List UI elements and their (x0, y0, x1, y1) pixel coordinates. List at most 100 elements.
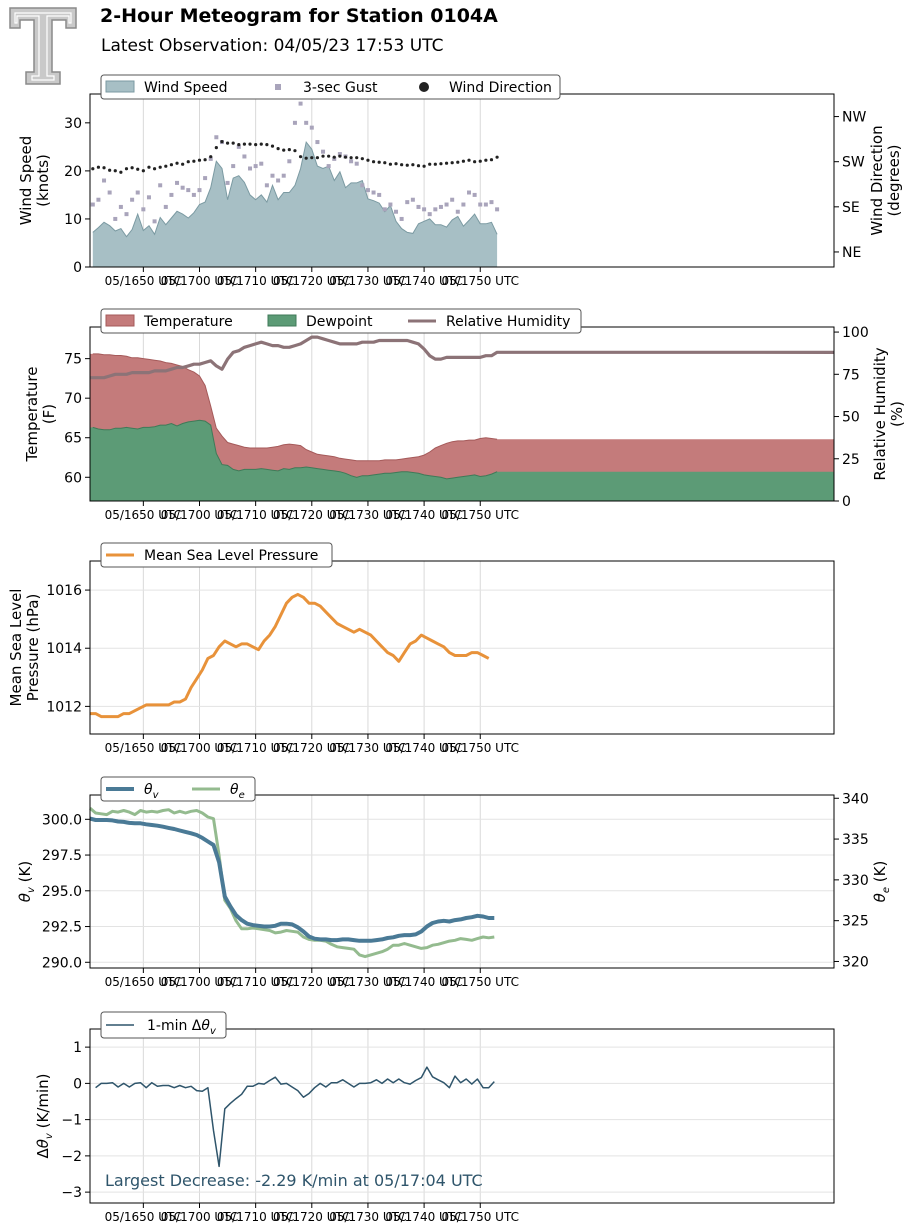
gust-point (472, 192, 477, 197)
gust-point (264, 183, 269, 188)
wind-y2tick-label: NE (842, 245, 861, 261)
wind-direction-point (450, 161, 454, 165)
wind-speed-line (92, 140, 498, 238)
dewpoint-line (92, 419, 498, 480)
gust-point (225, 180, 230, 185)
gust-point (365, 188, 370, 193)
gust-point (422, 207, 427, 212)
theta-y2tick-label: 330 (842, 873, 869, 889)
gust-point (438, 204, 443, 209)
pressure-xtick-label: 05/1730 UTC (329, 741, 406, 755)
gust-point (146, 195, 151, 200)
wind-y2label: Wind Direction (degrees) (868, 125, 903, 235)
wind-direction-point (394, 162, 398, 166)
gust-point (208, 156, 213, 161)
gust-point (394, 209, 399, 214)
theta-y2label-text: θe (K) (871, 861, 892, 903)
wind-ylabel-line: (knots) (34, 154, 52, 207)
gust-point (489, 200, 494, 205)
gust-point (360, 183, 365, 188)
gust-point (124, 212, 129, 217)
gust-point (455, 209, 460, 214)
thermo-y2tick-label: 0 (842, 494, 851, 510)
theta-legend-box (100, 776, 256, 802)
wind-direction-point (321, 154, 325, 158)
wind-direction-point (108, 168, 112, 172)
gust-point (433, 207, 438, 212)
wind-direction-point (338, 154, 342, 158)
gust-point (242, 154, 247, 159)
wind-ytick-label: 0 (73, 260, 82, 276)
wind-direction-point (248, 142, 252, 146)
page-title: 2-Hour Meteogram for Station 0104A (100, 5, 498, 27)
thermo-legend-label: Temperature (143, 314, 233, 330)
wind-direction-point (152, 167, 157, 171)
wind-direction-point (439, 162, 443, 166)
wind-direction-point (304, 156, 308, 160)
gust-point (113, 216, 118, 221)
gust-point (399, 216, 404, 221)
relative-humidity-line (89, 335, 835, 380)
dtheta-ytick-label: −1 (61, 1113, 82, 1129)
wind-direction-point (484, 158, 488, 162)
pressure-xtick-label: 05/1650 UTC (105, 741, 182, 755)
dtheta-ytick-label: 0 (73, 1076, 82, 1092)
dtheta-xtick-label: 05/1740 UTC (385, 1210, 462, 1224)
theta-ylabel: θv (K) (16, 861, 37, 902)
wind-direction-point (371, 160, 376, 164)
gust-point (231, 164, 236, 169)
wind-direction-point (209, 155, 213, 159)
gust-point (354, 161, 359, 166)
gust-point (405, 200, 410, 205)
wind-direction-point (259, 142, 263, 146)
wind-direction-point (192, 159, 196, 163)
gust-point (332, 156, 337, 161)
wind-direction-point (433, 162, 437, 166)
wind-y2label-line: (degrees) (885, 144, 903, 216)
wind-direction-point (169, 163, 174, 167)
dtheta-xtick-label: 05/1710 UTC (217, 1210, 294, 1224)
thermo-legend-label: Relative Humidity (446, 314, 570, 330)
wind-speed-area (92, 142, 498, 267)
wind-direction-point (203, 158, 207, 162)
gust-point (163, 204, 168, 209)
wind-legend-label: Wind Speed (144, 80, 228, 96)
wind-direction-point (231, 141, 235, 145)
pressure-xtick-label: 05/1700 UTC (161, 741, 238, 755)
wind-direction-point (124, 167, 129, 171)
gust-point (461, 202, 466, 207)
thermo-y2label: Relative Humidity (%) (871, 347, 906, 480)
gust-point (287, 159, 292, 164)
wind-xtick-label: 05/1750 UTC (442, 274, 519, 288)
gust-point (298, 101, 303, 106)
thermo-ytick-label: 75 (64, 352, 82, 368)
theta-ytick-label: 290.0 (42, 955, 82, 971)
wind-ytick-label: 30 (64, 116, 82, 132)
wind-direction-point (473, 160, 477, 164)
theta-xtick-label: 05/1700 UTC (161, 975, 238, 989)
pressure-legend-label: Mean Sea Level Pressure (144, 548, 318, 564)
pressure-ylabel-line: Mean Sea Level (7, 589, 25, 707)
thermo-xtick-label: 05/1720 UTC (273, 508, 350, 522)
theta-ylabel-text: θv (K) (16, 861, 37, 902)
wind-direction-point (444, 161, 449, 165)
gust-point (371, 190, 376, 195)
thermo-ytick-label: 60 (64, 470, 82, 486)
gust-point (309, 125, 314, 130)
pressure-xtick-label: 05/1740 UTC (385, 741, 462, 755)
gust-point (107, 190, 112, 195)
wind-direction-point (265, 143, 269, 147)
wind-direction-point (298, 155, 303, 159)
gust-point (169, 192, 174, 197)
gust-point (197, 188, 202, 193)
theta-xtick-label: 05/1730 UTC (329, 975, 406, 989)
gust-point (304, 120, 309, 125)
pressure-frame (89, 560, 835, 735)
dtheta-legend-box (100, 1011, 227, 1039)
wind-direction-point (220, 140, 224, 144)
gust-point (388, 202, 393, 207)
gust-point (259, 161, 264, 166)
wind-legend-label: Wind Direction (449, 80, 552, 96)
dtheta-ytick-label: 1 (73, 1040, 82, 1056)
